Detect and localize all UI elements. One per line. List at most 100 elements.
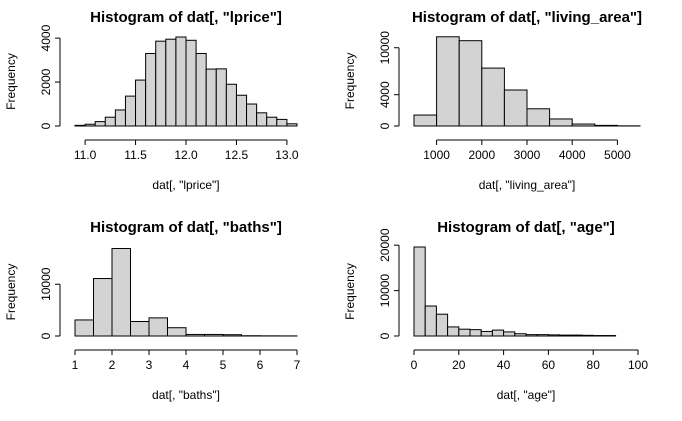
x-tick-label: 100 xyxy=(628,358,648,372)
x-tick-label: 12.0 xyxy=(174,148,198,162)
x-tick-label: 80 xyxy=(587,358,601,372)
bar xyxy=(185,333,205,337)
bar xyxy=(74,319,94,337)
x-tick-label: 20 xyxy=(452,358,466,372)
x-tick-label: 5 xyxy=(220,358,227,372)
y-tick-label: 2000 xyxy=(39,68,53,95)
bar xyxy=(93,278,113,337)
bar xyxy=(286,123,298,127)
bar xyxy=(447,326,460,337)
bar xyxy=(458,328,471,337)
y-tick-label: 4000 xyxy=(378,81,392,108)
y-tick-label: 4000 xyxy=(39,24,53,51)
bar xyxy=(436,36,460,127)
x-axis-label: dat[, "living_area"] xyxy=(479,178,576,192)
bar xyxy=(130,321,150,337)
bar xyxy=(204,333,224,337)
x-axis-label: dat[, "age"] xyxy=(497,388,556,402)
bar xyxy=(536,334,549,337)
bar xyxy=(205,68,217,127)
bar xyxy=(413,246,426,337)
chart-title: Histogram of dat[, "baths"] xyxy=(90,219,282,236)
x-tick-label: 5000 xyxy=(604,148,631,162)
bar xyxy=(185,39,197,127)
bar xyxy=(481,67,505,127)
x-axis-label: dat[, "lprice"] xyxy=(152,178,219,192)
bar xyxy=(424,305,437,337)
bar xyxy=(525,334,538,337)
bar xyxy=(111,248,131,337)
bar xyxy=(256,112,268,127)
y-tick-label: 10000 xyxy=(378,31,392,65)
x-tick-label: 11.0 xyxy=(74,148,97,162)
bar xyxy=(215,68,227,127)
x-tick-label: 3000 xyxy=(514,148,541,162)
bar xyxy=(266,116,278,127)
x-tick-label: 13.0 xyxy=(275,148,299,162)
x-tick-label: 1 xyxy=(72,358,79,372)
bar xyxy=(94,121,106,127)
y-axis-label: Frequency xyxy=(4,264,18,321)
bar xyxy=(135,79,147,127)
bar xyxy=(276,118,288,127)
chart-title: Histogram of dat[, "age"] xyxy=(437,219,615,236)
bar xyxy=(469,329,482,337)
x-tick-label: 60 xyxy=(542,358,556,372)
x-tick-label: 40 xyxy=(497,358,511,372)
bar xyxy=(148,317,168,337)
bar xyxy=(145,52,157,127)
y-tick-label: 20000 xyxy=(378,228,392,262)
x-tick-label: 0 xyxy=(411,358,418,372)
bar xyxy=(594,124,618,127)
bar xyxy=(514,333,527,337)
bar xyxy=(549,118,573,127)
bar xyxy=(222,334,242,337)
bar xyxy=(491,329,505,337)
bar xyxy=(413,114,438,127)
y-axis-label: Frequency xyxy=(343,263,357,320)
bar xyxy=(167,327,187,337)
chart-title: Histogram of dat[, "lprice"] xyxy=(90,9,282,26)
bar xyxy=(547,334,561,337)
bar xyxy=(155,40,167,127)
x-tick-label: 6 xyxy=(257,358,264,372)
bar xyxy=(503,89,528,127)
bar xyxy=(559,334,572,337)
bar xyxy=(74,124,86,127)
x-tick-label: 1000 xyxy=(423,148,450,162)
bar xyxy=(581,334,594,337)
bar xyxy=(175,36,187,127)
bar xyxy=(571,123,596,127)
chart-title: Histogram of dat[, "living_area"] xyxy=(412,9,642,26)
bar xyxy=(165,38,177,127)
bar xyxy=(124,95,137,127)
y-tick-label: 0 xyxy=(39,122,53,129)
x-tick-label: 3 xyxy=(146,358,153,372)
x-tick-label: 4000 xyxy=(559,148,586,162)
y-axis-label: Frequency xyxy=(4,53,18,110)
bar xyxy=(435,313,449,337)
bar xyxy=(503,331,516,337)
y-tick-label: 10000 xyxy=(378,274,392,308)
bar xyxy=(480,330,493,337)
y-tick-label: 0 xyxy=(378,122,392,129)
bar xyxy=(104,116,116,127)
x-tick-label: 2000 xyxy=(468,148,495,162)
y-axis-label: Frequency xyxy=(343,53,357,110)
y-tick-label: 10000 xyxy=(39,267,53,301)
x-tick-label: 7 xyxy=(294,358,301,372)
y-tick-label: 0 xyxy=(378,332,392,339)
bar xyxy=(526,108,551,127)
y-tick-label: 0 xyxy=(39,332,53,339)
x-tick-label: 2 xyxy=(109,358,116,372)
x-tick-label: 11.5 xyxy=(124,148,147,162)
bar xyxy=(114,109,126,127)
bar xyxy=(225,83,237,127)
bar xyxy=(458,40,483,127)
bar xyxy=(84,123,96,127)
bar xyxy=(195,52,207,127)
x-axis-label: dat[, "baths"] xyxy=(152,388,220,402)
x-tick-label: 4 xyxy=(183,358,190,372)
bar xyxy=(570,334,583,337)
